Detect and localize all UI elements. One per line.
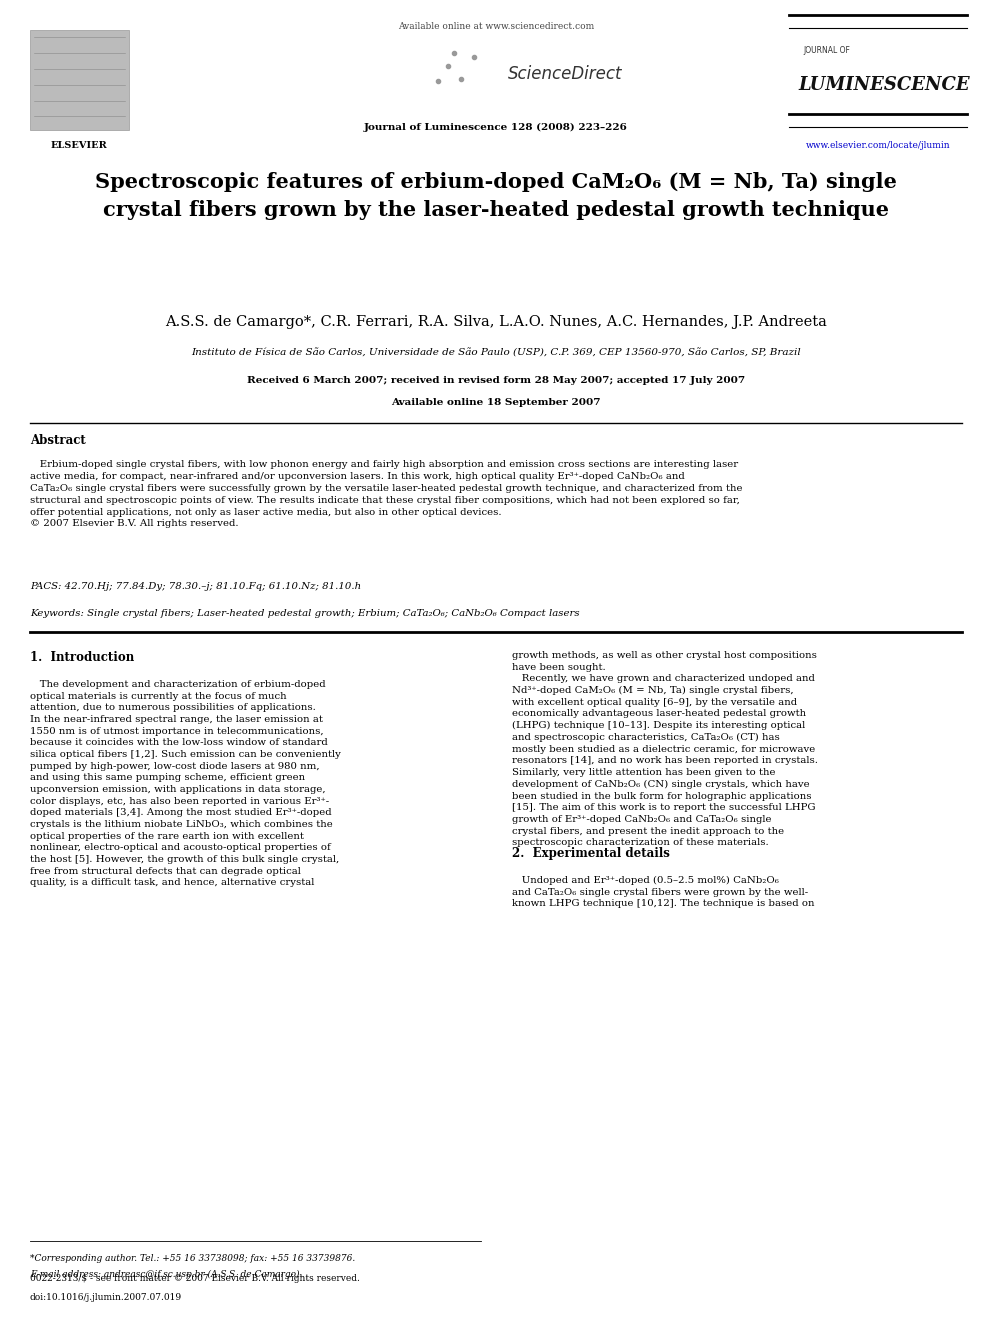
Text: ScienceDirect: ScienceDirect — [508, 65, 622, 83]
Text: Keywords: Single crystal fibers; Laser-heated pedestal growth; Erbium; CaTa₂O₆; : Keywords: Single crystal fibers; Laser-h… — [30, 609, 579, 618]
Text: Instituto de Física de São Carlos, Universidade de São Paulo (USP), C.P. 369, CE: Instituto de Física de São Carlos, Unive… — [191, 348, 801, 357]
Text: JOURNAL OF: JOURNAL OF — [804, 46, 850, 54]
Text: growth methods, as well as other crystal host compositions
have been sought.
   : growth methods, as well as other crystal… — [512, 651, 817, 847]
Text: www.elsevier.com/locate/jlumin: www.elsevier.com/locate/jlumin — [806, 142, 950, 149]
Text: LUMINESCENCE: LUMINESCENCE — [799, 75, 970, 94]
Text: Available online at www.sciencedirect.com: Available online at www.sciencedirect.co… — [398, 22, 594, 30]
Text: Available online 18 September 2007: Available online 18 September 2007 — [391, 398, 601, 407]
Text: Erbium-doped single crystal fibers, with low phonon energy and fairly high absor: Erbium-doped single crystal fibers, with… — [30, 460, 742, 528]
Text: A.S.S. de Camargo*, C.R. Ferrari, R.A. Silva, L.A.O. Nunes, A.C. Hernandes, J.P.: A.S.S. de Camargo*, C.R. Ferrari, R.A. S… — [165, 315, 827, 329]
Text: *Corresponding author. Tel.: +55 16 33738098; fax: +55 16 33739876.: *Corresponding author. Tel.: +55 16 3373… — [30, 1254, 355, 1263]
Text: Undoped and Er³⁺-doped (0.5–2.5 mol%) CaNb₂O₆
and CaTa₂O₆ single crystal fibers : Undoped and Er³⁺-doped (0.5–2.5 mol%) Ca… — [512, 876, 814, 909]
Text: Spectroscopic features of erbium-doped CaM₂O₆ (M = Nb, Ta) single
crystal fibers: Spectroscopic features of erbium-doped C… — [95, 172, 897, 220]
Text: The development and characterization of erbium-doped
optical materials is curren: The development and characterization of … — [30, 680, 340, 888]
Bar — [30, 30, 129, 130]
Text: Received 6 March 2007; received in revised form 28 May 2007; accepted 17 July 20: Received 6 March 2007; received in revis… — [247, 376, 745, 385]
Text: Abstract: Abstract — [30, 434, 85, 447]
Text: 1.  Introduction: 1. Introduction — [30, 651, 134, 664]
Text: Journal of Luminescence 128 (2008) 223–226: Journal of Luminescence 128 (2008) 223–2… — [364, 123, 628, 131]
Text: ELSEVIER: ELSEVIER — [51, 142, 108, 149]
Text: doi:10.1016/j.jlumin.2007.07.019: doi:10.1016/j.jlumin.2007.07.019 — [30, 1293, 182, 1302]
Text: E-mail address: andreasc@if.sc.usp.br (A.S.S. de Camargo).: E-mail address: andreasc@if.sc.usp.br (A… — [30, 1270, 303, 1279]
Text: 2.  Experimental details: 2. Experimental details — [512, 847, 670, 860]
Text: 0022-2313/$ - see front matter © 2007 Elsevier B.V. All rights reserved.: 0022-2313/$ - see front matter © 2007 El… — [30, 1274, 360, 1283]
Text: PACS: 42.70.Hj; 77.84.Dy; 78.30.–j; 81.10.Fq; 61.10.Nz; 81.10.h: PACS: 42.70.Hj; 77.84.Dy; 78.30.–j; 81.1… — [30, 582, 361, 591]
